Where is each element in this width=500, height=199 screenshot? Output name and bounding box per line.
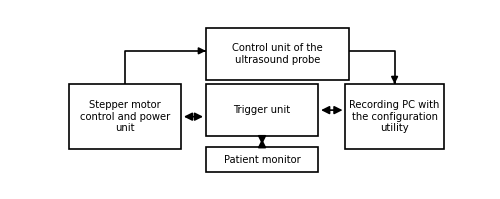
Bar [68,84,181,149]
Text: Patient monitor: Patient monitor [224,155,300,165]
Text: Control unit of the
ultrasound probe: Control unit of the ultrasound probe [232,43,323,65]
Text: Recording PC with
the configuration
utility: Recording PC with the configuration util… [350,100,440,133]
Text: Stepper motor
control and power
unit: Stepper motor control and power unit [80,100,170,133]
Bar [346,84,444,149]
Bar [206,84,318,136]
Text: Trigger unit: Trigger unit [234,105,290,115]
Bar [206,147,318,173]
Bar [206,28,349,80]
